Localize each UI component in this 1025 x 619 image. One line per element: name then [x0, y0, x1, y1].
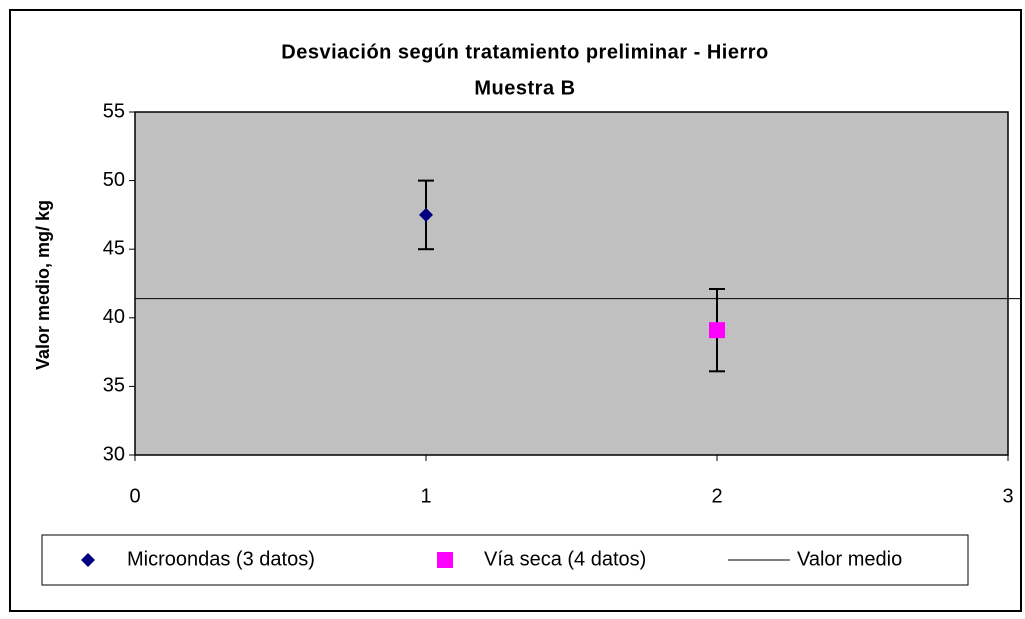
- chart-title: Muestra B: [474, 77, 575, 99]
- legend-label: Microondas (3 datos): [127, 548, 315, 570]
- y-tick-label: 35: [103, 375, 125, 397]
- plot-area: [134, 111, 1009, 456]
- point: [419, 207, 433, 222]
- x-tick-label: 0: [129, 485, 140, 507]
- y-tick-label: 55: [103, 100, 125, 122]
- x-tick-label: 2: [711, 485, 722, 507]
- y-tick-label: 40: [103, 306, 125, 328]
- point: [709, 322, 725, 339]
- legend: [41, 534, 969, 586]
- legend-label: Valor medio: [797, 548, 902, 570]
- y-tick-label: 45: [103, 237, 125, 259]
- chart-title: Desviación según tratamiento preliminar …: [281, 41, 768, 63]
- y-axis-label: Valor medio, mg/ kg: [33, 200, 53, 370]
- legend-marker: [81, 553, 95, 567]
- x-tick-label: 3: [1002, 485, 1013, 507]
- legend-label: Vía seca (4 datos): [484, 548, 646, 570]
- y-tick-label: 30: [103, 443, 125, 465]
- x-tick-label: 1: [420, 485, 431, 507]
- y-tick-label: 50: [103, 169, 125, 191]
- legend-marker: [437, 552, 453, 568]
